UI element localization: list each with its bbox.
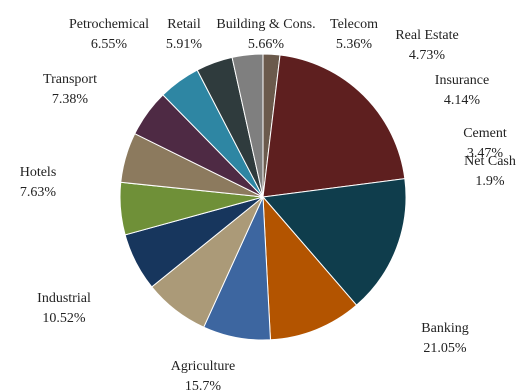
pie-slice-cement: [231, 53, 264, 198]
pie-slice-banking: [262, 54, 406, 198]
pie-slices: [119, 53, 407, 341]
slice-label-retail: Retail: [167, 17, 201, 32]
slice-value-industrial: 10.52%: [42, 311, 86, 326]
slice-value-hotels: 7.63%: [20, 185, 57, 200]
slice-value-retail: 5.91%: [166, 37, 203, 52]
slice-value-banking: 21.05%: [423, 341, 467, 356]
slice-label-net-cash: Net Cash: [464, 154, 516, 169]
slice-label-telecom: Telecom: [330, 17, 378, 32]
slice-label-real-estate: Real Estate: [395, 28, 458, 43]
slice-value-agriculture: 15.7%: [185, 379, 222, 392]
slice-label-hotels: Hotels: [20, 165, 57, 180]
pie-slice-agriculture: [262, 178, 407, 306]
slice-label-industrial: Industrial: [37, 291, 91, 306]
slice-label-building-and-cons: Building & Cons.: [216, 17, 315, 32]
slice-value-telecom: 5.36%: [336, 37, 373, 52]
slice-value-building-and-cons: 5.66%: [248, 37, 285, 52]
slice-label-agriculture: Agriculture: [171, 359, 236, 374]
slice-label-insurance: Insurance: [435, 73, 489, 88]
slice-label-petrochemical: Petrochemical: [69, 17, 149, 32]
slice-value-net-cash: 1.9%: [475, 174, 505, 189]
slice-label-cement: Cement: [463, 126, 507, 141]
pie-slice-industrial: [262, 195, 358, 341]
pie-labels: Net Cash 1.9% Banking 21.05% Agriculture 15.7…: [20, 17, 516, 392]
slice-value-transport: 7.38%: [52, 92, 89, 107]
slice-label-transport: Transport: [43, 72, 97, 87]
slice-value-real-estate: 4.73%: [409, 48, 446, 63]
slice-label-banking: Banking: [421, 321, 468, 336]
slice-value-petrochemical: 6.55%: [91, 37, 128, 52]
slice-value-insurance: 4.14%: [444, 93, 481, 108]
slice-value-cement: 3.47%: [467, 146, 504, 161]
